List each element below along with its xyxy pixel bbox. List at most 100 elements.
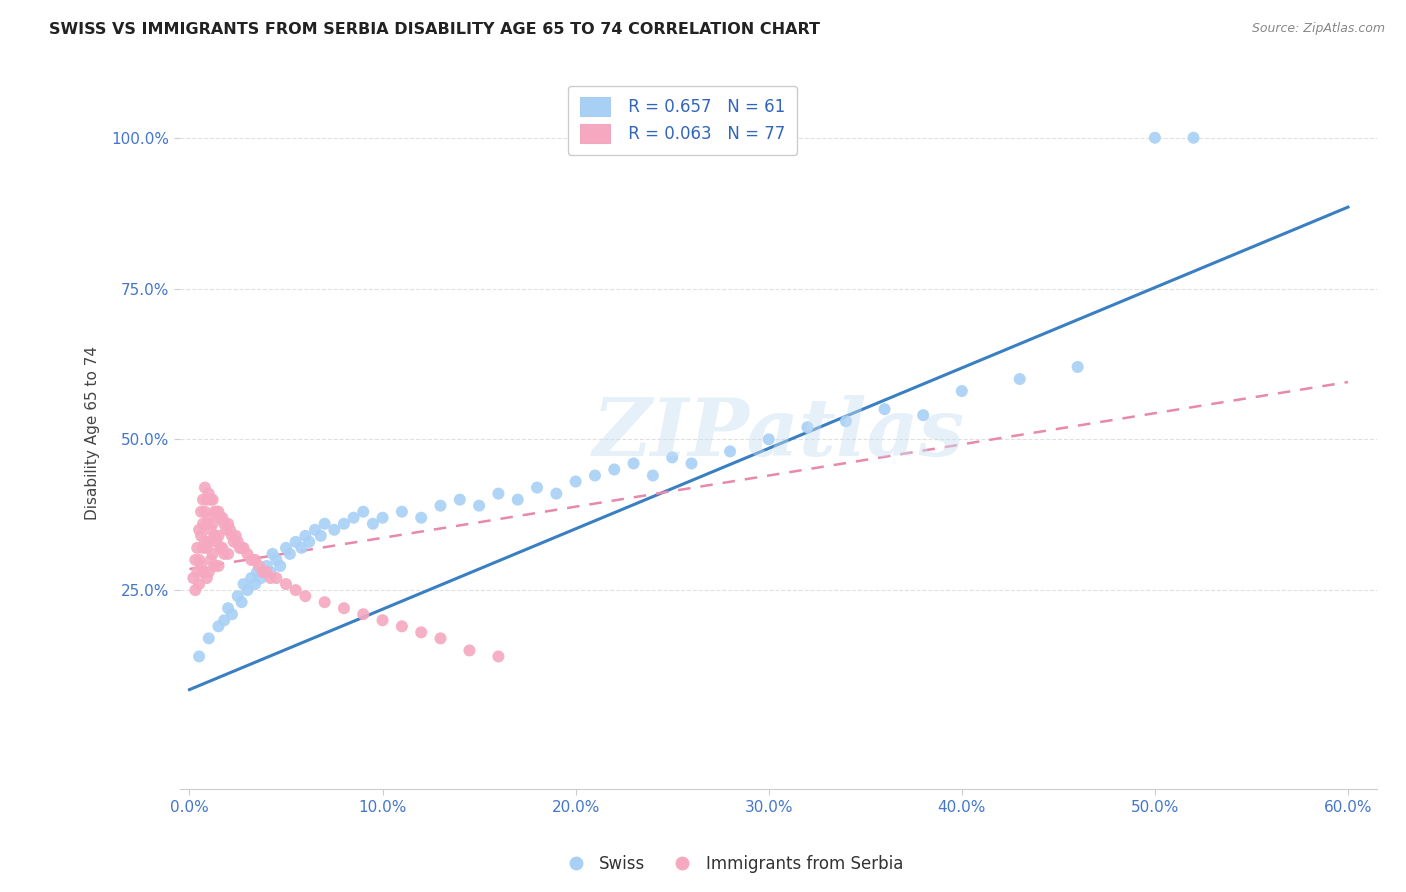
Point bbox=[197, 565, 219, 579]
Point bbox=[352, 505, 374, 519]
Point bbox=[1066, 359, 1088, 374]
Point bbox=[191, 541, 214, 555]
Point bbox=[204, 529, 226, 543]
Point bbox=[188, 649, 211, 664]
Point bbox=[506, 492, 529, 507]
Point bbox=[191, 516, 214, 531]
Point bbox=[486, 649, 509, 664]
Point bbox=[215, 523, 238, 537]
Point bbox=[212, 547, 235, 561]
Point bbox=[217, 547, 239, 561]
Point bbox=[232, 577, 254, 591]
Point bbox=[211, 541, 233, 555]
Point bbox=[333, 516, 356, 531]
Point bbox=[835, 414, 858, 428]
Text: SWISS VS IMMIGRANTS FROM SERBIA DISABILITY AGE 65 TO 74 CORRELATION CHART: SWISS VS IMMIGRANTS FROM SERBIA DISABILI… bbox=[49, 22, 820, 37]
Point bbox=[681, 457, 703, 471]
Point bbox=[294, 589, 316, 603]
Point bbox=[250, 571, 273, 585]
Point bbox=[188, 577, 211, 591]
Point bbox=[411, 625, 433, 640]
Point bbox=[758, 433, 780, 447]
Point bbox=[209, 541, 232, 555]
Point bbox=[314, 516, 336, 531]
Point bbox=[221, 529, 243, 543]
Point bbox=[623, 457, 645, 471]
Point bbox=[247, 559, 270, 574]
Point bbox=[1182, 130, 1205, 145]
Point bbox=[228, 541, 250, 555]
Point bbox=[240, 571, 263, 585]
Point bbox=[304, 523, 326, 537]
Point bbox=[284, 534, 307, 549]
Point bbox=[204, 559, 226, 574]
Point bbox=[352, 607, 374, 622]
Point bbox=[207, 529, 229, 543]
Point bbox=[1008, 372, 1031, 386]
Legend:  R = 0.657   N = 61,  R = 0.063   N = 77: R = 0.657 N = 61, R = 0.063 N = 77 bbox=[568, 86, 797, 155]
Point bbox=[217, 516, 239, 531]
Point bbox=[269, 559, 291, 574]
Point bbox=[186, 541, 208, 555]
Point bbox=[458, 643, 481, 657]
Point bbox=[232, 541, 254, 555]
Point bbox=[184, 553, 207, 567]
Point bbox=[246, 565, 269, 579]
Point bbox=[195, 516, 218, 531]
Point bbox=[796, 420, 818, 434]
Point bbox=[200, 492, 222, 507]
Point bbox=[290, 541, 312, 555]
Point bbox=[212, 613, 235, 627]
Point bbox=[1143, 130, 1166, 145]
Point bbox=[243, 577, 266, 591]
Point bbox=[204, 505, 226, 519]
Point bbox=[274, 577, 297, 591]
Point bbox=[186, 565, 208, 579]
Point bbox=[486, 486, 509, 500]
Point bbox=[912, 408, 935, 422]
Point bbox=[641, 468, 664, 483]
Point bbox=[526, 481, 548, 495]
Point bbox=[205, 505, 228, 519]
Point bbox=[201, 547, 224, 561]
Point bbox=[603, 462, 626, 476]
Point bbox=[274, 541, 297, 555]
Point bbox=[371, 613, 394, 627]
Point bbox=[194, 505, 217, 519]
Point bbox=[278, 547, 301, 561]
Point bbox=[231, 541, 253, 555]
Point bbox=[211, 510, 233, 524]
Point bbox=[226, 534, 249, 549]
Point bbox=[661, 450, 683, 465]
Point bbox=[226, 589, 249, 603]
Point bbox=[429, 632, 451, 646]
Point bbox=[205, 534, 228, 549]
Point bbox=[200, 553, 222, 567]
Point bbox=[190, 559, 212, 574]
Point bbox=[323, 523, 346, 537]
Point bbox=[194, 481, 217, 495]
Legend: Swiss, Immigrants from Serbia: Swiss, Immigrants from Serbia bbox=[553, 848, 910, 880]
Point bbox=[333, 601, 356, 615]
Point bbox=[256, 559, 278, 574]
Point bbox=[718, 444, 741, 458]
Point bbox=[231, 595, 253, 609]
Point bbox=[342, 510, 364, 524]
Point bbox=[194, 534, 217, 549]
Point bbox=[201, 516, 224, 531]
Point bbox=[259, 565, 281, 579]
Point bbox=[191, 492, 214, 507]
Point bbox=[195, 541, 218, 555]
Point bbox=[197, 510, 219, 524]
Point bbox=[256, 565, 278, 579]
Point bbox=[197, 632, 219, 646]
Point bbox=[190, 505, 212, 519]
Point bbox=[188, 523, 211, 537]
Point bbox=[212, 516, 235, 531]
Point bbox=[391, 619, 413, 633]
Point bbox=[236, 547, 259, 561]
Point bbox=[200, 523, 222, 537]
Point bbox=[468, 499, 491, 513]
Text: ZIPatlas: ZIPatlas bbox=[592, 394, 965, 472]
Point bbox=[361, 516, 384, 531]
